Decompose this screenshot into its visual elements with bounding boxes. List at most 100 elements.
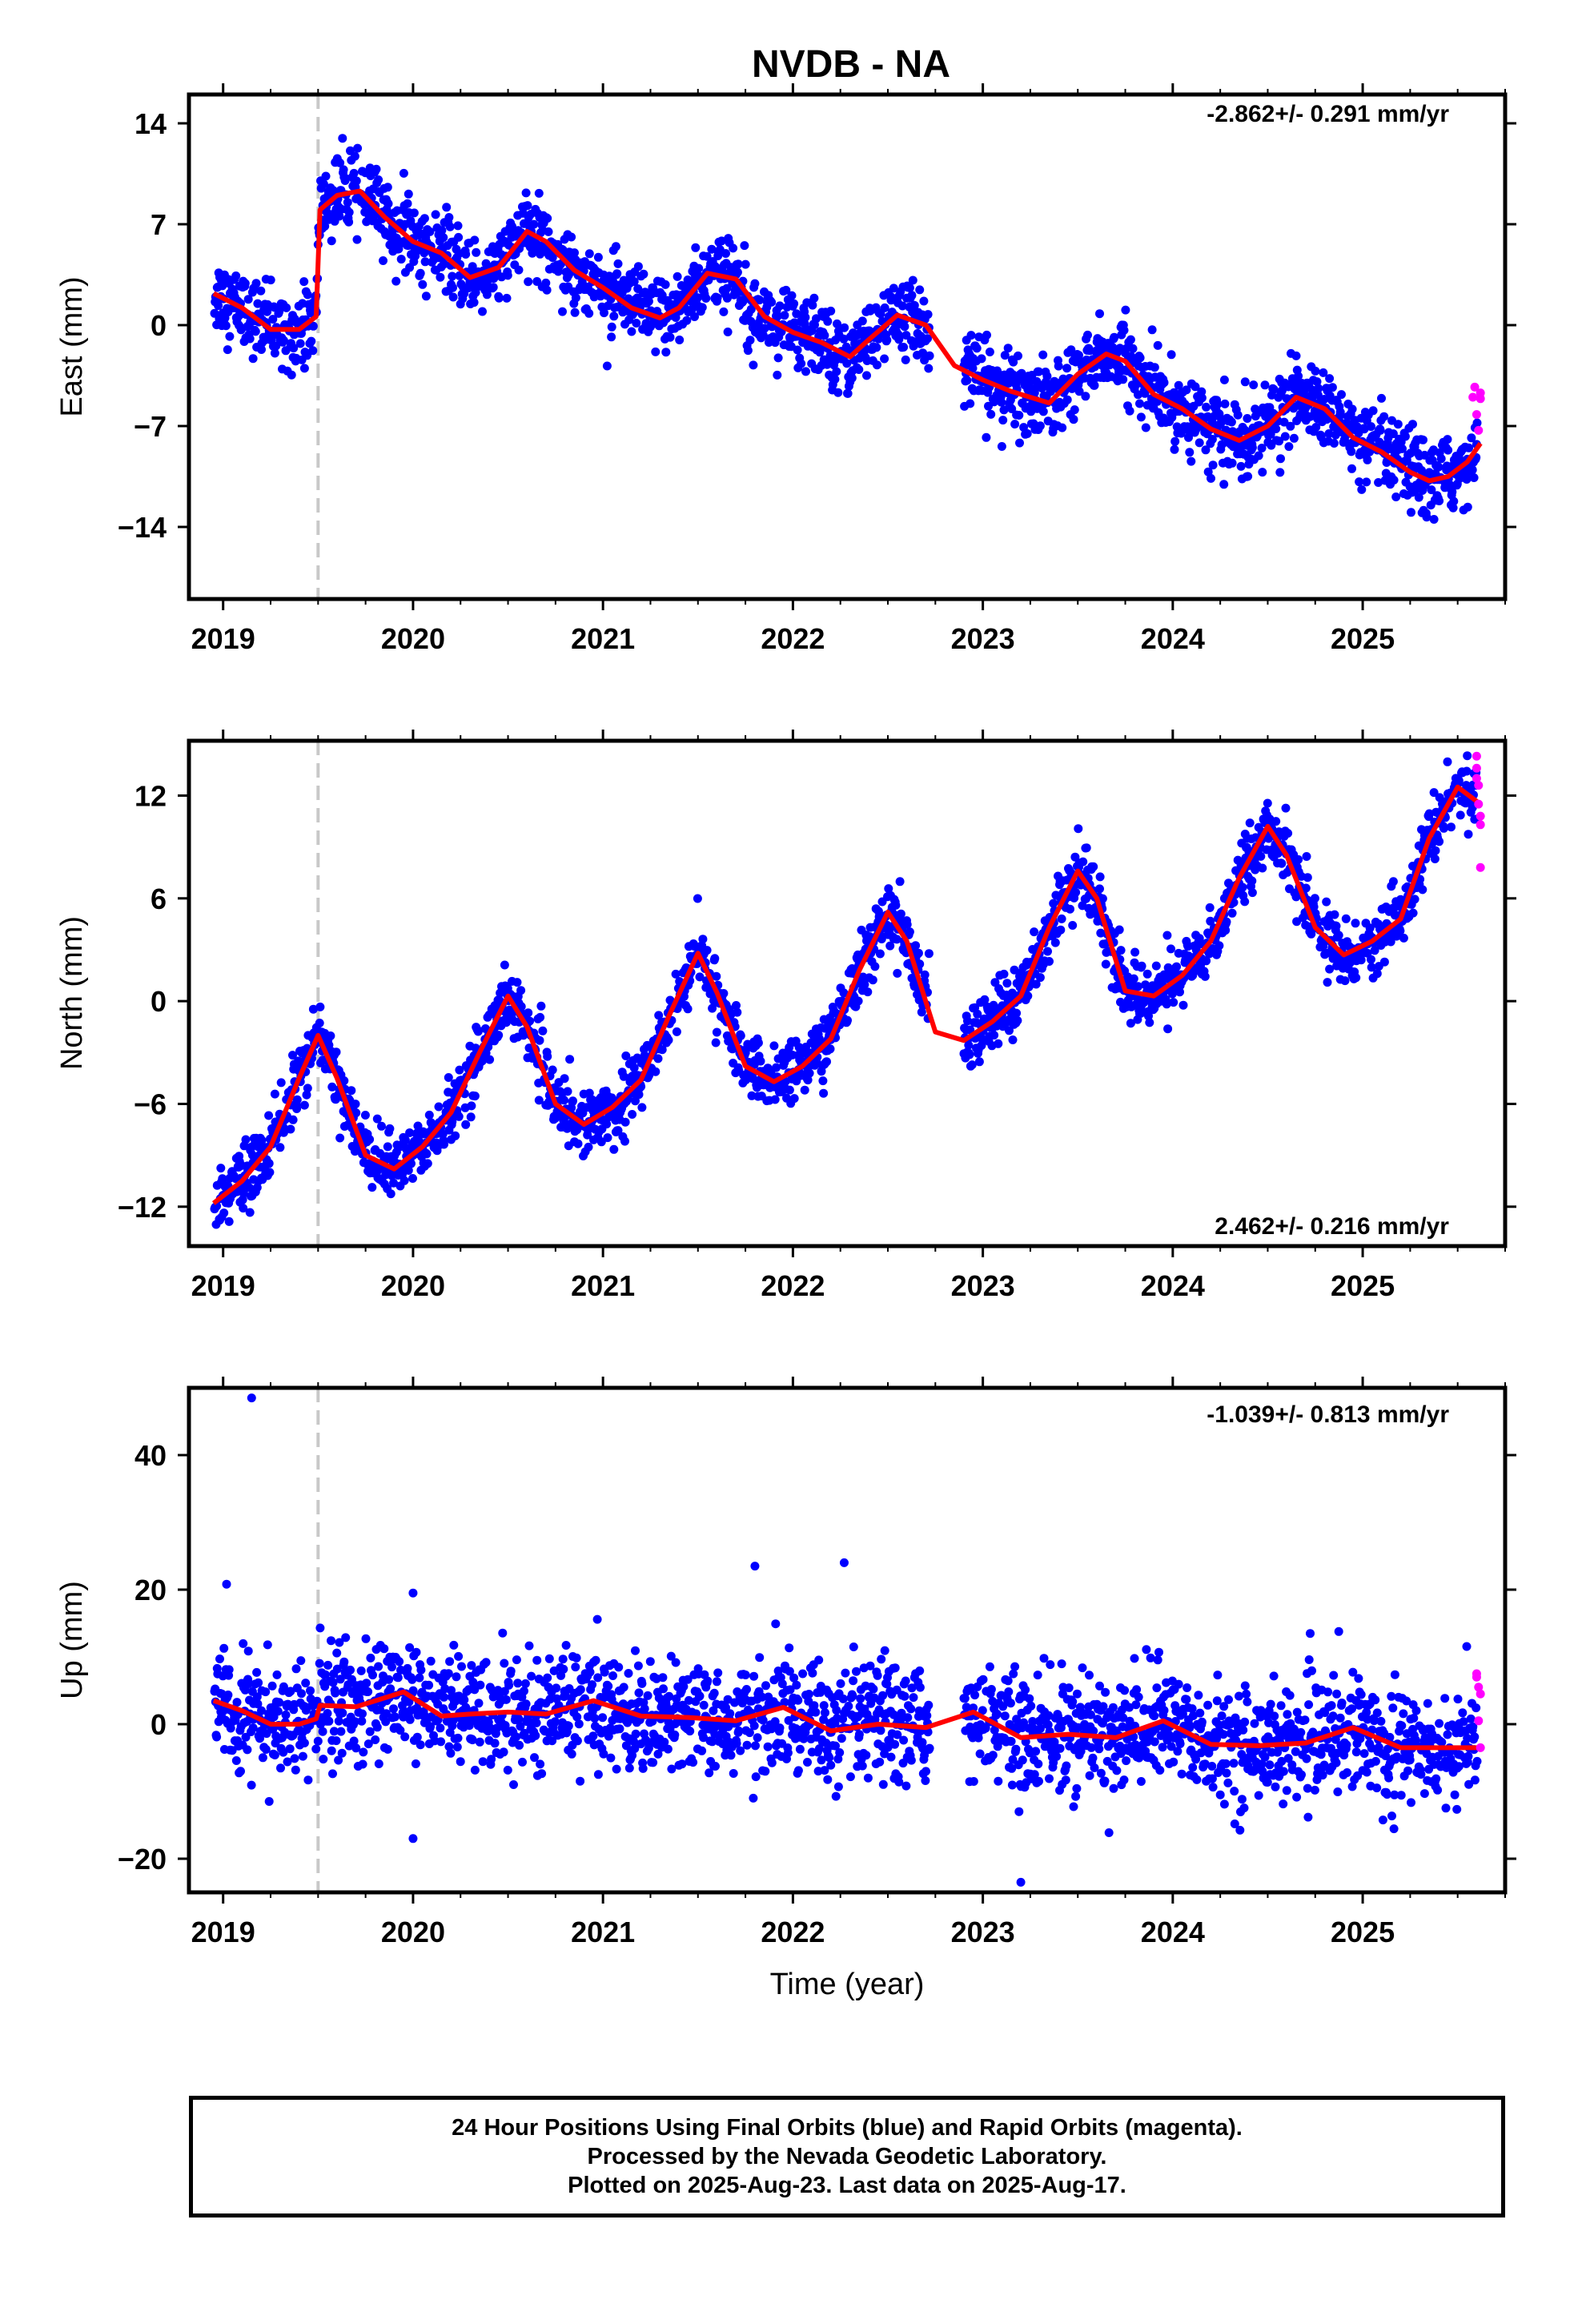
east-daily-position-point (894, 335, 904, 344)
east-daily-position-point (1400, 432, 1410, 441)
north-daily-position-point (1078, 857, 1088, 866)
east-daily-position-point (494, 293, 504, 303)
up-daily-position-point (273, 1707, 283, 1716)
north-daily-position-point (1247, 888, 1257, 898)
east-daily-position-point (257, 345, 266, 354)
north-daily-position-point (303, 1084, 312, 1093)
up-daily-position-point (358, 1709, 367, 1719)
north-daily-position-point (584, 1088, 594, 1098)
up-daily-position-point (279, 1747, 288, 1757)
east-daily-position-point (223, 345, 232, 355)
north-daily-position-point (800, 1085, 809, 1095)
east-daily-position-point (1434, 462, 1443, 472)
north-daily-position-point (672, 1027, 681, 1036)
up-daily-position-point (227, 1746, 237, 1755)
east-daily-position-point (773, 353, 783, 363)
east-daily-position-point (925, 351, 934, 360)
east-daily-position-point (1443, 435, 1452, 444)
east-daily-position-point (1398, 444, 1407, 453)
north-fit-layer (211, 784, 1482, 1205)
east-daily-position-point (1014, 351, 1022, 360)
north-daily-position-point (822, 1057, 831, 1067)
east-daily-position-point (1195, 438, 1204, 448)
east-daily-position-point (900, 322, 909, 332)
up-daily-position-point (359, 1747, 368, 1757)
east-daily-position-point (661, 348, 671, 357)
east-x-tick-label: 2024 (1141, 622, 1205, 655)
north-daily-position-point (1456, 810, 1465, 820)
north-daily-position-point (1035, 973, 1045, 983)
up-daily-position-point (545, 1695, 555, 1704)
east-daily-position-point (909, 300, 919, 310)
north-daily-position-point (534, 1096, 544, 1105)
east-daily-position-point (1247, 443, 1257, 452)
east-daily-position-point (425, 227, 435, 236)
east-daily-position-point (1066, 345, 1076, 355)
east-daily-position-point (471, 287, 480, 297)
east-daily-position-point (1469, 473, 1479, 482)
north-plot-frame (187, 738, 1508, 1248)
north-daily-position-point (1447, 822, 1456, 832)
north-daily-position-point (455, 1065, 464, 1075)
north-daily-position-point (1258, 863, 1267, 873)
north-daily-position-point (327, 1082, 337, 1092)
east-daily-position-point (418, 279, 428, 289)
north-daily-position-point (1043, 947, 1052, 956)
east-daily-position-point (374, 175, 383, 184)
east-daily-position-point (214, 301, 223, 311)
east-daily-position-point (1375, 425, 1385, 435)
north-daily-position-point (360, 1111, 370, 1120)
north-daily-position-point (963, 1016, 972, 1026)
up-daily-position-point (452, 1672, 461, 1682)
east-daily-position-point (1436, 454, 1446, 464)
north-daily-position-point (1388, 877, 1398, 887)
east-daily-position-point (919, 296, 929, 306)
north-daily-position-point (1408, 908, 1418, 918)
up-daily-position-point (384, 1675, 394, 1684)
up-daily-position-point (264, 1797, 274, 1806)
north-daily-position-point (1166, 944, 1175, 954)
east-daily-position-point (248, 354, 258, 364)
east-daily-position-point (872, 343, 881, 352)
east-daily-position-point (1286, 421, 1295, 431)
north-daily-position-point (631, 1096, 640, 1106)
up-daily-position-point (323, 1660, 333, 1670)
north-daily-position-point (494, 1031, 504, 1040)
east-daily-position-point (352, 235, 362, 244)
north-daily-position-point (1294, 854, 1303, 864)
east-daily-position-point (308, 346, 318, 356)
north-daily-position-point (413, 1121, 423, 1131)
east-daily-position-point (221, 321, 231, 331)
north-daily-position-point (913, 948, 923, 958)
up-daily-position-point (412, 1732, 422, 1742)
east-daily-position-point (440, 259, 448, 269)
north-daily-position-point (1395, 926, 1405, 935)
up-daily-position-point (379, 1644, 389, 1654)
east-daily-position-point (240, 279, 250, 288)
north-daily-position-point (1399, 933, 1408, 943)
east-daily-position-point (1135, 353, 1145, 363)
east-daily-position-point (1258, 468, 1267, 477)
east-daily-position-point (1435, 497, 1444, 505)
up-daily-position-point (236, 1767, 245, 1776)
east-daily-position-point (1166, 350, 1176, 360)
north-daily-position-point (1074, 824, 1083, 834)
east-points-layer (210, 134, 1482, 524)
east-daily-position-point (243, 295, 253, 304)
east-daily-position-point (320, 222, 330, 231)
east-daily-position-point (1022, 429, 1032, 438)
north-daily-position-point (315, 1002, 325, 1011)
east-daily-position-point (691, 243, 701, 252)
up-daily-position-point (231, 1756, 241, 1765)
east-daily-position-point (1449, 497, 1459, 506)
up-daily-position-point (247, 1780, 256, 1790)
east-daily-position-point (442, 203, 452, 212)
east-daily-position-point (1110, 332, 1119, 342)
east-daily-position-point (1314, 384, 1323, 393)
north-daily-position-point (536, 1012, 545, 1022)
east-daily-position-point (1074, 351, 1083, 360)
east-daily-position-point (570, 248, 579, 258)
north-daily-position-point (1334, 931, 1343, 940)
east-daily-position-point (523, 201, 532, 211)
